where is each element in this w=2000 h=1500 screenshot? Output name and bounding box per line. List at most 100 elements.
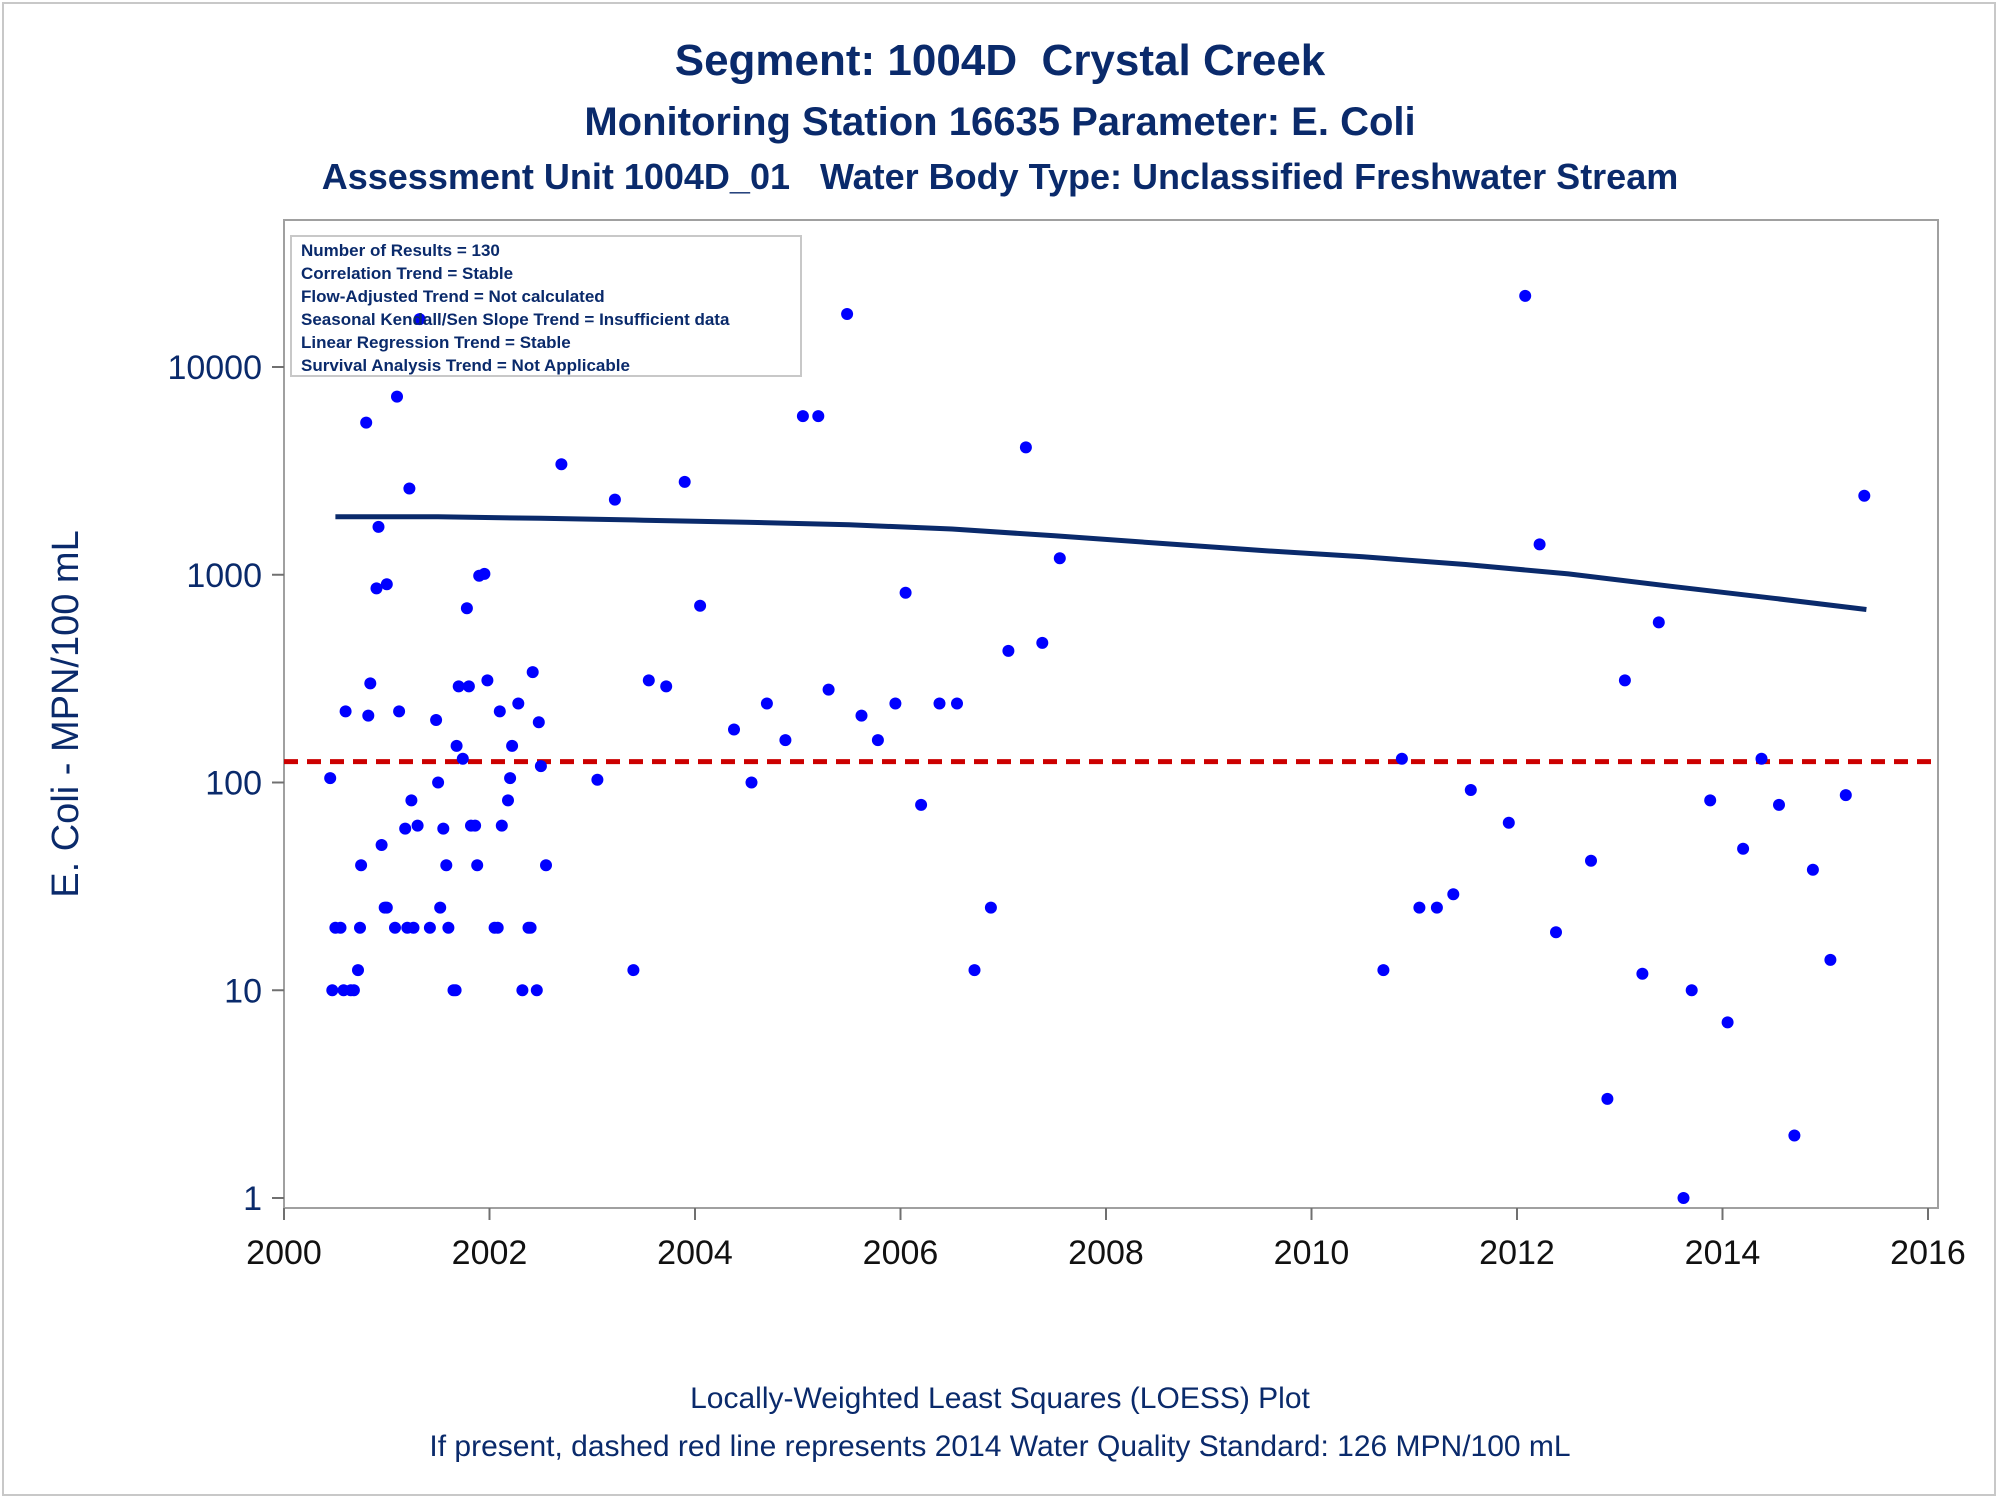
- loess-curve: [335, 514, 1867, 612]
- data-point: [915, 798, 928, 811]
- y-tick-label: 1: [243, 1180, 262, 1218]
- data-point: [1755, 752, 1768, 765]
- data-point: [405, 794, 418, 807]
- y-tick-label: 100: [205, 765, 262, 803]
- data-point: [1533, 538, 1546, 551]
- data-point: [434, 901, 447, 914]
- data-point: [1773, 798, 1785, 811]
- data-point: [871, 734, 884, 747]
- chart-subtitle-station: Monitoring Station 16635 Parameter: E. C…: [584, 100, 1416, 144]
- data-point: [534, 760, 547, 773]
- data-point: [389, 921, 401, 934]
- data-point: [812, 410, 825, 423]
- data-point: [481, 674, 494, 687]
- data-point: [450, 739, 463, 752]
- data-point: [841, 308, 854, 320]
- stats-box-line: Survival Analysis Trend = Not Applicable: [301, 356, 630, 375]
- data-point: [449, 984, 462, 997]
- y-axis-label: E. Coli - MPN/100 mL: [45, 530, 87, 897]
- data-point: [364, 677, 377, 690]
- data-point: [354, 921, 366, 934]
- data-point: [512, 697, 525, 710]
- data-point: [984, 901, 997, 914]
- data-point: [1430, 901, 1443, 914]
- data-point: [1652, 616, 1665, 629]
- x-tick-label: 2004: [657, 1234, 733, 1272]
- data-point: [339, 705, 352, 718]
- data-point: [660, 680, 673, 693]
- data-point: [495, 819, 508, 832]
- data-point: [1737, 842, 1750, 855]
- data-point: [471, 859, 484, 872]
- data-point: [403, 482, 416, 495]
- data-point: [899, 586, 912, 599]
- chart-title: Segment: 1004D Crystal Creek: [674, 36, 1326, 85]
- data-point: [1464, 784, 1477, 796]
- data-point: [1395, 752, 1408, 765]
- data-point: [440, 859, 453, 872]
- data-point: [728, 723, 740, 736]
- data-point: [423, 921, 436, 934]
- data-point: [1002, 644, 1015, 657]
- data-point: [375, 839, 388, 851]
- data-point: [855, 709, 868, 722]
- data-point: [745, 776, 758, 789]
- data-point: [462, 680, 475, 693]
- x-tick-label: 2008: [1068, 1234, 1144, 1272]
- data-point: [524, 921, 537, 934]
- stats-box-line: Seasonal Kendall/Sen Slope Trend = Insuf…: [301, 310, 730, 329]
- data-point: [442, 921, 455, 934]
- data-point: [411, 819, 424, 832]
- data-point: [360, 416, 373, 429]
- data-point: [380, 578, 393, 591]
- data-point: [493, 705, 506, 718]
- data-point: [370, 582, 383, 595]
- data-point: [555, 458, 568, 471]
- stats-box-line: Linear Regression Trend = Stable: [301, 333, 571, 352]
- x-tick-label: 2012: [1479, 1234, 1555, 1272]
- plot-area: [283, 219, 1939, 1209]
- footnote-standard: If present, dashed red line represents 2…: [429, 1430, 1571, 1463]
- data-point: [933, 697, 946, 710]
- x-tick-label: 2000: [246, 1234, 322, 1272]
- stats-box: [290, 235, 802, 377]
- data-point: [1053, 552, 1066, 565]
- data-point: [1413, 901, 1426, 914]
- footnote-loess: Locally-Weighted Least Squares (LOESS) P…: [690, 1382, 1310, 1415]
- data-point: [491, 921, 504, 934]
- data-point: [889, 697, 902, 710]
- data-point: [540, 859, 552, 872]
- data-point: [362, 709, 375, 722]
- data-point: [678, 475, 691, 488]
- data-point: [1601, 1092, 1614, 1105]
- data-point: [532, 716, 545, 729]
- data-point: [526, 666, 539, 679]
- data-point: [1704, 794, 1717, 807]
- x-tick-label: 2016: [1890, 1234, 1966, 1272]
- chart-subtitle-assessment: Assessment Unit 1004D_01 Water Body Type…: [321, 156, 1679, 197]
- data-point: [627, 964, 640, 977]
- data-point: [407, 921, 420, 934]
- data-point: [1824, 953, 1837, 966]
- data-point: [502, 794, 514, 807]
- data-point: [1677, 1192, 1690, 1204]
- x-tick-label: 2014: [1685, 1234, 1761, 1272]
- data-point: [391, 390, 403, 403]
- data-point: [1019, 441, 1032, 454]
- data-point: [1806, 863, 1819, 876]
- data-point: [478, 567, 491, 580]
- stats-box-line: Correlation Trend = Stable: [301, 264, 513, 283]
- data-point: [352, 964, 364, 977]
- data-point: [452, 680, 465, 693]
- data-point: [430, 714, 443, 726]
- data-point: [608, 493, 621, 506]
- data-point: [469, 819, 482, 832]
- data-point: [437, 822, 450, 835]
- data-point: [1636, 967, 1649, 980]
- data-point: [1788, 1129, 1801, 1142]
- data-point: [1585, 854, 1597, 867]
- data-point: [1550, 926, 1562, 939]
- y-tick-label: 1000: [186, 557, 262, 595]
- data-point: [516, 984, 529, 997]
